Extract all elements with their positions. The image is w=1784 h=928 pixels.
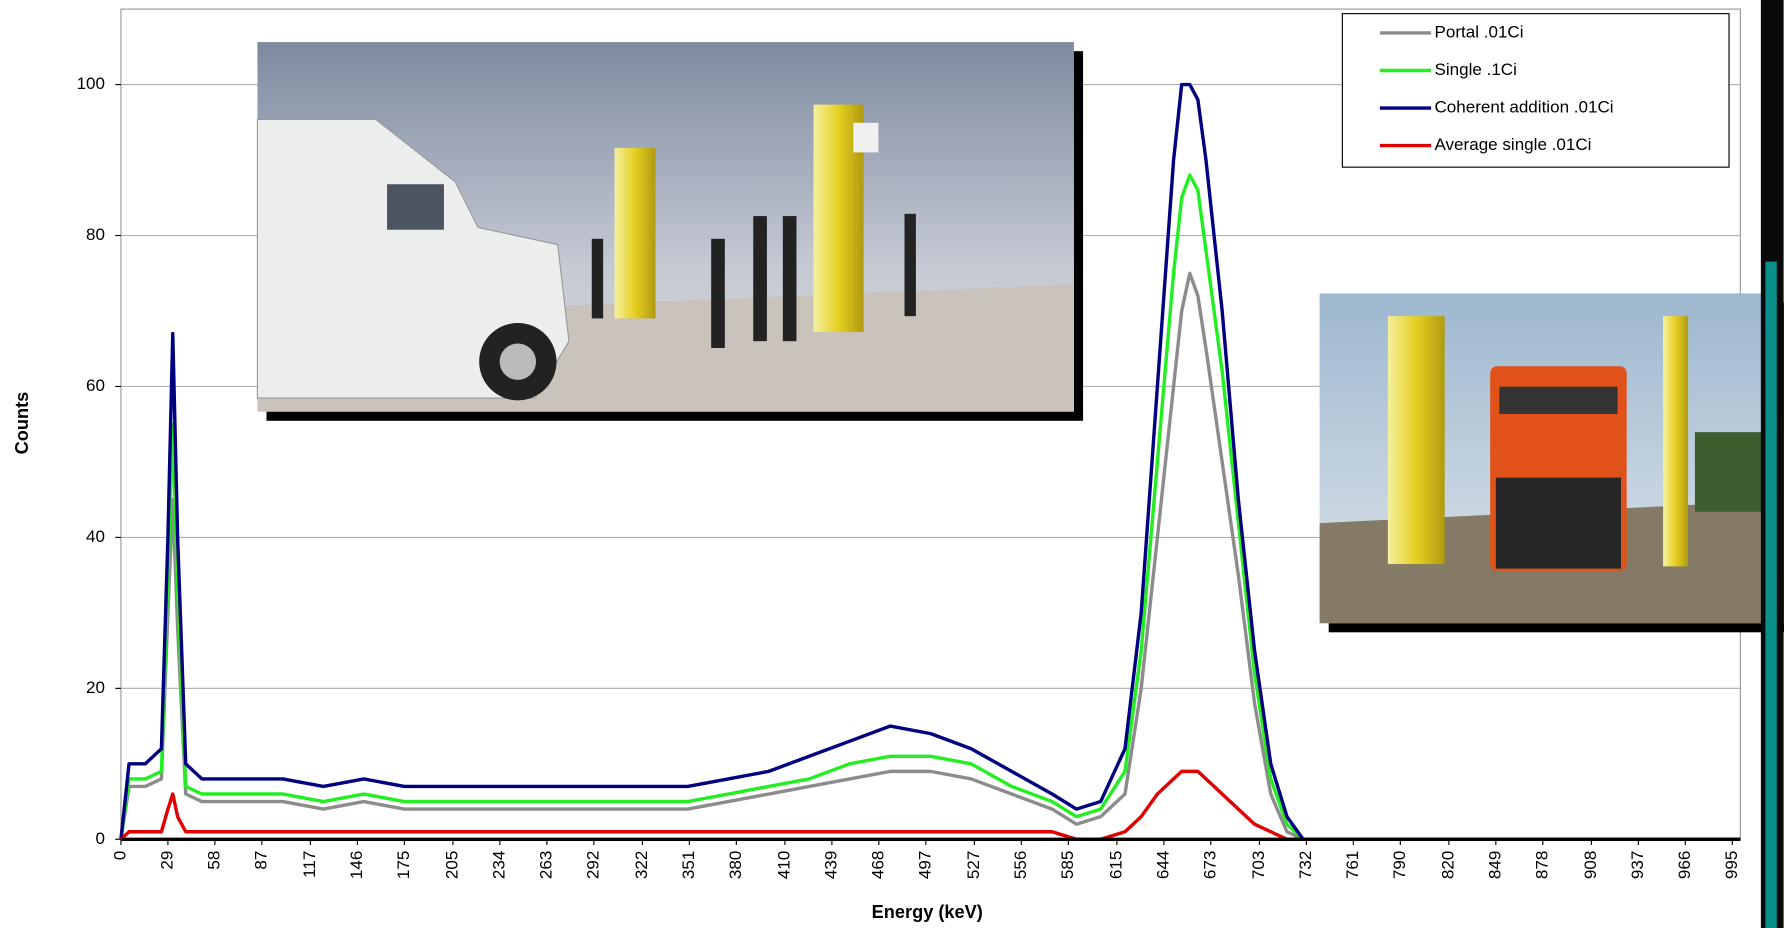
x-tick-label: 468 <box>868 851 887 879</box>
x-tick-label: 205 <box>442 851 461 879</box>
x-tick-label: 937 <box>1628 851 1647 879</box>
y-tick-label: 0 <box>96 829 105 848</box>
y-axis-title: Counts <box>12 392 32 455</box>
chart: 0 20 40 60 80 100 0 29 58 87 117 146 175 205 234 263 292… <box>0 0 1784 928</box>
y-tick-label: 40 <box>86 527 105 546</box>
x-tick-label: 410 <box>774 851 793 879</box>
x-tick-label: 849 <box>1485 851 1504 879</box>
x-tick-label: 703 <box>1249 851 1268 879</box>
x-tick-label: 87 <box>251 851 270 870</box>
x-axis-title: Energy (keV) <box>872 902 983 922</box>
x-tick-label: 380 <box>726 851 745 879</box>
edge-strip <box>1765 262 1776 928</box>
x-tick-label: 351 <box>679 851 698 879</box>
x-tick-label: 908 <box>1581 851 1600 879</box>
x-tick-label: 263 <box>536 851 555 879</box>
x-tick-label: 497 <box>915 851 934 879</box>
x-tick-label: 439 <box>821 851 840 879</box>
x-tick-label: 292 <box>583 851 602 879</box>
x-tick-label: 966 <box>1675 851 1694 879</box>
x-tick-label: 322 <box>632 851 651 879</box>
legend-label: Coherent addition .01Ci <box>1434 98 1613 117</box>
x-tick-label: 732 <box>1296 851 1315 879</box>
photo-rail-portal <box>1320 293 1784 632</box>
x-tick-label: 878 <box>1532 851 1551 879</box>
legend-label: Average single .01Ci <box>1434 135 1591 154</box>
legend-label: Single .1Ci <box>1434 60 1516 79</box>
x-tick-label: 761 <box>1343 851 1362 879</box>
x-tick-label: 995 <box>1722 851 1741 879</box>
x-tick-label: 29 <box>157 851 176 870</box>
x-tick-label: 527 <box>964 851 983 879</box>
legend: Portal .01Ci Single .1Ci Coherent addition… <box>1342 14 1729 168</box>
x-tick-label: 673 <box>1200 851 1219 879</box>
x-tick-label: 615 <box>1106 851 1125 879</box>
y-tick-label: 60 <box>86 376 105 395</box>
legend-label: Portal .01Ci <box>1434 22 1523 41</box>
x-tick-label: 175 <box>394 851 413 879</box>
x-tick-label: 234 <box>489 851 508 879</box>
x-tick-label: 820 <box>1438 851 1457 879</box>
x-tick-label: 58 <box>204 851 223 870</box>
y-tick-label: 80 <box>86 225 105 244</box>
x-tick-label: 117 <box>300 851 319 878</box>
y-tick-label: 100 <box>77 74 105 93</box>
x-tick-label: 0 <box>110 851 129 860</box>
x-tick-label: 146 <box>347 851 366 879</box>
x-tick-label: 556 <box>1011 851 1030 879</box>
photo-truck-portal <box>257 42 1083 421</box>
x-tick-label: 790 <box>1390 851 1409 879</box>
y-tick-label: 20 <box>86 678 105 697</box>
x-tick-label: 585 <box>1058 851 1077 879</box>
x-tick-label: 644 <box>1153 851 1172 879</box>
series-line <box>121 771 1740 839</box>
